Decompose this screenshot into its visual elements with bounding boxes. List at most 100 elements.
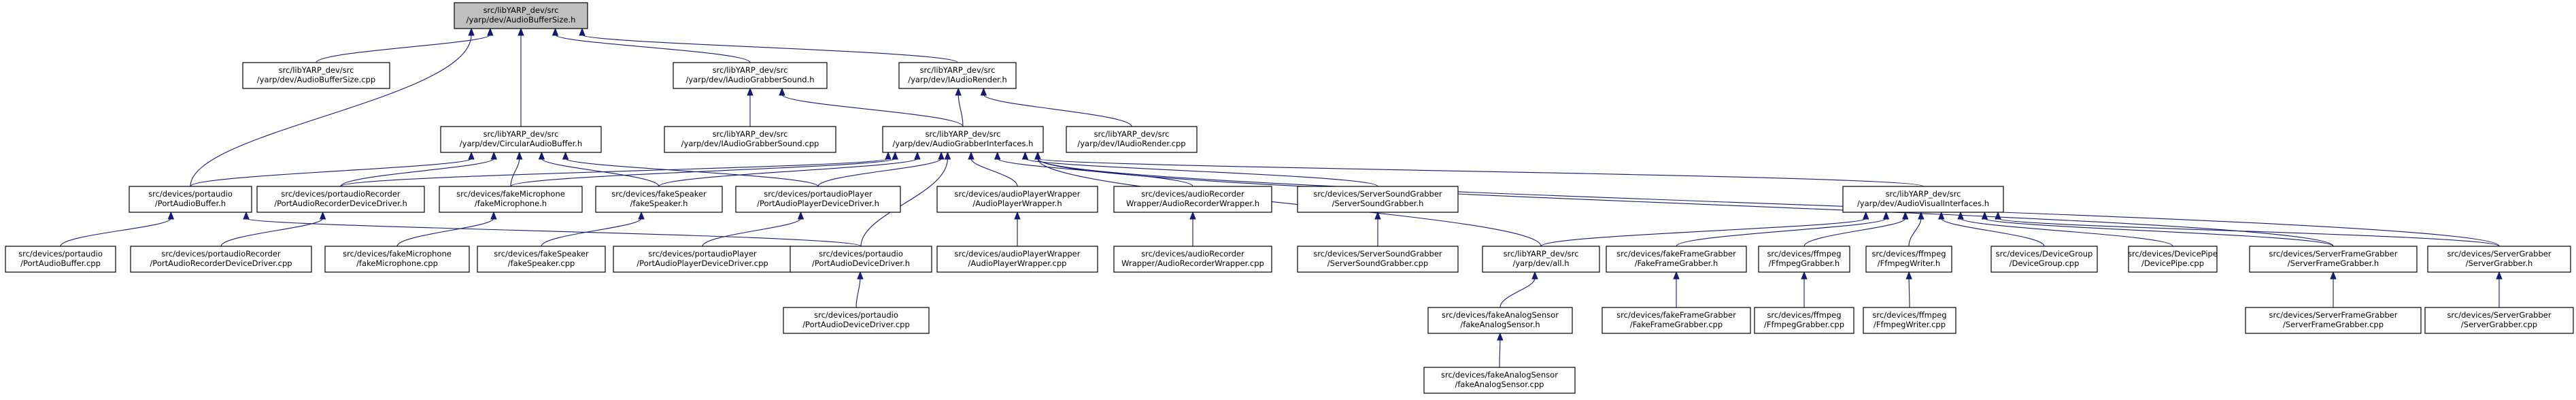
node-parec-h[interactable]: src/devices/portaudioRecorder/PortAudioR… <box>256 186 425 213</box>
node-pab-h[interactable]: src/devices/portaudio/PortAudioBuffer.h <box>129 186 252 213</box>
edge-arrowhead <box>994 151 1001 160</box>
node-box <box>664 126 836 153</box>
node-sfg-cpp[interactable]: src/devices/ServerFrameGrabber/ServerFra… <box>2245 307 2422 334</box>
edge-arrowhead <box>1531 271 1538 280</box>
edge-line <box>1908 218 1922 247</box>
node-label-line: src/libYARP_dev/src <box>279 65 354 75</box>
node-pab-cpp[interactable]: src/devices/portaudio/PortAudioBuffer.cp… <box>5 246 116 273</box>
node-ffg-grab-cpp[interactable]: src/devices/ffmpeg/FfmpegGrabber.cpp <box>1754 307 1854 334</box>
node-label-line: /ServerSoundGrabber.h <box>1332 199 1424 208</box>
node-arw-h[interactable]: src/devices/audioRecorderWrapper/AudioRe… <box>1113 186 1272 213</box>
node-arw-cpp[interactable]: src/devices/audioRecorderWrapper/AudioRe… <box>1113 246 1272 273</box>
node-iar-cpp[interactable]: src/libYARP_dev/src/yarp/dev/IAudioRende… <box>1066 126 1198 153</box>
node-label-line: /fakeMicrophone.h <box>475 199 547 208</box>
node-padd-h[interactable]: src/devices/portaudio/PortAudioDeviceDri… <box>790 246 932 273</box>
node-box <box>324 246 470 273</box>
node-avi-h[interactable]: src/libYARP_dev/src/yarp/dev/AudioVisual… <box>1842 186 2004 213</box>
edge-ffg-h-to-avi-h <box>1676 211 1890 247</box>
node-ffg-grab-h[interactable]: src/devices/ffmpeg/FfmpegGrabber.h <box>1758 246 1850 273</box>
node-label-line: src/devices/DeviceGroup <box>1996 249 2093 259</box>
node-apw-cpp[interactable]: src/devices/audioPlayerWrapper/AudioPlay… <box>936 246 1098 273</box>
node-sfg-h[interactable]: src/devices/ServerFrameGrabber/ServerFra… <box>2249 246 2418 273</box>
edge-line <box>1037 158 2334 247</box>
edge-arrowhead <box>490 151 497 160</box>
node-label-line: /DevicePipe.cpp <box>2141 259 2204 268</box>
node-ssg-h[interactable]: src/devices/ServerSoundGrabber/ServerSou… <box>1297 186 1459 213</box>
node-fspk-cpp[interactable]: src/devices/fakeSpeaker/fakeSpeaker.cpp <box>477 246 606 273</box>
node-label-line: /yarp/dev/AudioVisualInterfaces.h <box>1857 199 1989 208</box>
edge-ssg-cpp-to-ssg-h <box>1374 211 1381 246</box>
edge-fspk-h-to-cab-h <box>538 151 660 187</box>
edge-line <box>581 34 958 63</box>
node-ffg-cpp[interactable]: src/devices/fakeFrameGrabber/FakeFrameGr… <box>1601 307 1751 334</box>
node-label-line: /yarp/dev/IAudioRender.h <box>908 75 1007 84</box>
node-padd-cpp[interactable]: src/devices/portaudio/PortAudioDeviceDri… <box>783 307 930 334</box>
edge-line <box>190 34 472 187</box>
edge-arrowhead <box>1902 211 1909 220</box>
node-apw-h[interactable]: src/devices/audioPlayerWrapper/AudioPlay… <box>936 186 1098 213</box>
edge-line <box>702 218 802 247</box>
node-ssg-cpp[interactable]: src/devices/ServerSoundGrabber/ServerSou… <box>1297 246 1459 273</box>
edge-line <box>1676 218 1887 247</box>
node-label-line: src/devices/portaudio <box>18 249 103 259</box>
node-label-line: src/devices/DevicePipe <box>2128 249 2218 259</box>
node-label-line: src/devices/fakeMicrophone <box>343 249 452 259</box>
node-ffw-cpp[interactable]: src/devices/ffmpeg/FfmpegWriter.cpp <box>1863 307 1956 334</box>
node-fspk-h[interactable]: src/devices/fakeSpeaker/fakeSpeaker.h <box>595 186 723 213</box>
edge-line <box>817 158 942 187</box>
edge-line <box>340 158 494 187</box>
node-fas-h[interactable]: src/devices/fakeAnalogSensor/fakeAnalogS… <box>1427 307 1573 334</box>
node-parec-cpp[interactable]: src/devices/portaudioRecorder/PortAudioR… <box>130 246 312 273</box>
edge-arrowhead <box>167 211 175 220</box>
node-label-line: /DeviceGroup.cpp <box>2010 259 2080 268</box>
edge-arrowhead <box>944 151 951 160</box>
edge-line <box>396 218 494 247</box>
edge-line <box>1037 158 1924 187</box>
node-box <box>1865 246 1952 273</box>
node-all-h[interactable]: src/libYARP_dev/src/yarp/dev/all.h <box>1482 246 1600 273</box>
edge-ssg-h-to-agi-h <box>1021 151 1378 187</box>
node-box <box>898 62 1017 89</box>
node-sg-cpp[interactable]: src/devices/ServerGrabber/ServerGrabber.… <box>2424 307 2574 334</box>
node-label-line: src/devices/audioRecorder <box>1141 249 1244 259</box>
edge-fmic-h-to-agi-h <box>510 151 898 187</box>
edge-fmic-h-to-cab-h <box>510 151 523 187</box>
edge-fas-h-to-all-h <box>1499 271 1538 308</box>
node-label-line: src/devices/ServerFrameGrabber <box>2269 249 2398 259</box>
node-ffw-h[interactable]: src/devices/ffmpeg/FfmpegWriter.h <box>1865 246 1952 273</box>
node-dp-cpp[interactable]: src/devices/DevicePipe/DevicePipe.cpp <box>2128 246 2218 273</box>
node-paply-cpp[interactable]: src/devices/portaudioPlayer/PortAudioPla… <box>613 246 792 273</box>
node-box <box>2249 246 2418 273</box>
edge-arrowhead <box>1374 211 1381 220</box>
node-box <box>790 246 932 273</box>
node-dg-cpp[interactable]: src/devices/DeviceGroup/DeviceGroup.cpp <box>1990 246 2098 273</box>
node-label-line: src/devices/portaudio <box>814 310 898 320</box>
node-iags-cpp[interactable]: src/libYARP_dev/src/yarp/dev/IAudioGrabb… <box>664 126 836 153</box>
node-box <box>2245 307 2422 334</box>
node-label-line: /FfmpegWriter.h <box>1878 259 1940 268</box>
node-iags-h[interactable]: src/libYARP_dev/src/yarp/dev/IAudioGrabb… <box>673 62 828 89</box>
node-box <box>783 307 930 334</box>
node-cab-h[interactable]: src/libYARP_dev/src/yarp/dev/CircularAud… <box>440 126 602 153</box>
node-ffg-h[interactable]: src/devices/fakeFrameGrabber/FakeFrameGr… <box>1606 246 1747 273</box>
node-abs-cpp[interactable]: src/libYARP_dev/src/yarp/dev/AudioBuffer… <box>242 62 390 89</box>
node-sg-h[interactable]: src/devices/ServerGrabber/ServerGrabber.… <box>2427 246 2571 273</box>
edge-line <box>1499 339 1501 368</box>
node-paply-h[interactable]: src/devices/portaudioPlayer/PortAudioPla… <box>735 186 901 213</box>
edge-line <box>1941 218 2045 247</box>
node-label-line: src/devices/ffmpeg <box>1767 310 1841 320</box>
edge-paply-cpp-to-paply-h <box>702 211 804 247</box>
edges-layer <box>60 27 2503 368</box>
node-label-line: /PortAudioDeviceDriver.h <box>812 259 910 268</box>
edge-sg-h-to-agi-h <box>1034 151 2500 247</box>
node-label-line: src/devices/fakeMicrophone <box>456 189 565 199</box>
node-iar-h[interactable]: src/libYARP_dev/src/yarp/dev/IAudioRende… <box>898 62 1017 89</box>
node-box <box>2128 246 2218 273</box>
node-root[interactable]: src/libYARP_dev/src/yarp/dev/AudioBuffer… <box>454 2 588 29</box>
node-agi-h[interactable]: src/libYARP_dev/src/yarp/dev/AudioGrabbe… <box>882 126 1044 153</box>
node-fas-cpp[interactable]: src/devices/fakeAnalogSensor/fakeAnalogS… <box>1423 367 1576 394</box>
edge-arrowhead <box>1014 211 1021 220</box>
node-fmic-cpp[interactable]: src/devices/fakeMicrophone/fakeMicrophon… <box>324 246 470 273</box>
node-fmic-h[interactable]: src/devices/fakeMicrophone/fakeMicrophon… <box>439 186 583 213</box>
